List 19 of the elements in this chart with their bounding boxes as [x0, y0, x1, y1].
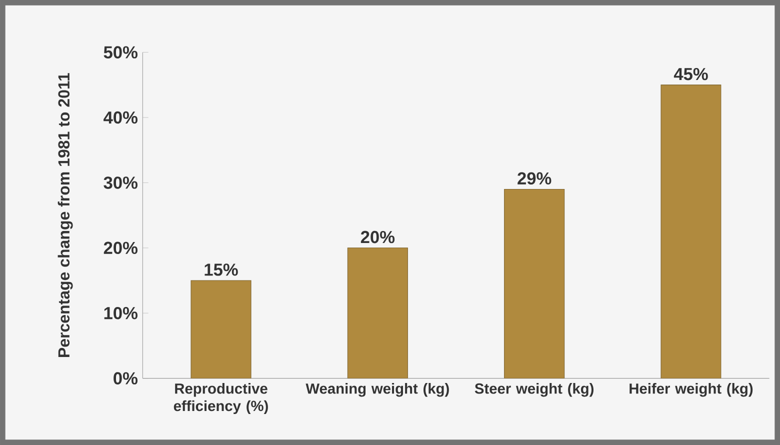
bar	[660, 84, 722, 378]
x-tick-label: Reproductive efficiency (%)	[174, 383, 268, 414]
data-label: 29%	[518, 172, 552, 185]
x-tick-label: Heifer weight (kg)	[630, 383, 753, 397]
bar	[504, 188, 565, 378]
bar	[347, 248, 408, 378]
y-axis-title: Percentage change from 1981 to 2011	[58, 73, 73, 357]
x-tick-label: Weaning weight (kg)	[306, 383, 449, 397]
y-tick-label: 10%	[104, 306, 138, 320]
data-label: 15%	[204, 264, 238, 276]
y-tick-label: 0%	[114, 372, 138, 384]
y-tick-label: 50%	[104, 46, 138, 58]
y-tick-label: 30%	[104, 176, 138, 189]
data-label: 45%	[674, 68, 708, 80]
y-tick-label: 20%	[104, 242, 138, 254]
x-tick-label: Steer weight (kg)	[474, 383, 594, 397]
y-tick-label: 40%	[104, 111, 138, 124]
data-label: 20%	[360, 230, 395, 244]
bar	[190, 280, 252, 378]
